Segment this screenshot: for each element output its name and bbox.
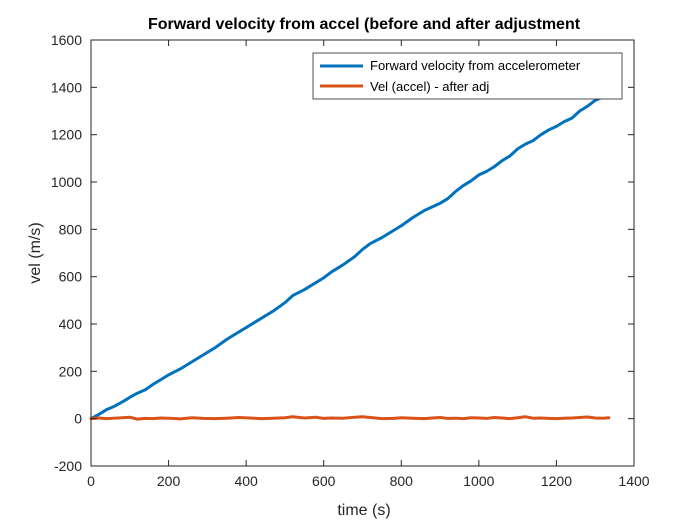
legend-box [312,52,623,100]
legend: Forward velocity from accelerometer Vel … [312,52,623,100]
y-tick-label: 1200 [51,127,82,143]
x-tick-label: 0 [87,473,95,489]
y-tick-label: 1400 [51,79,82,95]
x-tick-label: 1000 [463,473,494,489]
chart-title: Forward velocity from accel (before and … [148,16,581,33]
plot-area: 0 200 400 600 800 1000 1200 1400 -200 0 200 400 600 8… [51,32,650,489]
x-axis-label: time (s) [337,502,390,519]
y-tick-label: 1600 [51,32,82,48]
y-tick-label: 600 [59,269,83,285]
x-tick-label: 1400 [618,473,649,489]
legend-label-after-adj: Vel (accel) - after adj [370,79,489,94]
y-axis-label: vel (m/s) [27,222,44,283]
series-line-1 [89,415,611,421]
y-tick-label: 1000 [51,174,82,190]
x-tick-label: 600 [312,473,336,489]
tick-group: 0 200 400 600 800 1000 1200 1400 -200 0 200 400 600 8… [51,32,650,489]
y-tick-label: 400 [59,316,83,332]
y-tick-label: 200 [59,363,83,379]
x-tick-label: 800 [390,473,414,489]
series-group [89,95,611,421]
y-tick-label: -200 [54,458,82,474]
x-tick-label: 200 [157,473,181,489]
x-tick-label: 1200 [541,473,572,489]
y-tick-label: 0 [74,411,82,427]
axes-box [90,39,635,467]
x-tick-label: 400 [234,473,258,489]
series-line-0 [89,95,611,421]
legend-label-forward-velocity: Forward velocity from accelerometer [370,58,581,73]
plot-background [91,40,634,466]
y-tick-label: 800 [59,221,83,237]
